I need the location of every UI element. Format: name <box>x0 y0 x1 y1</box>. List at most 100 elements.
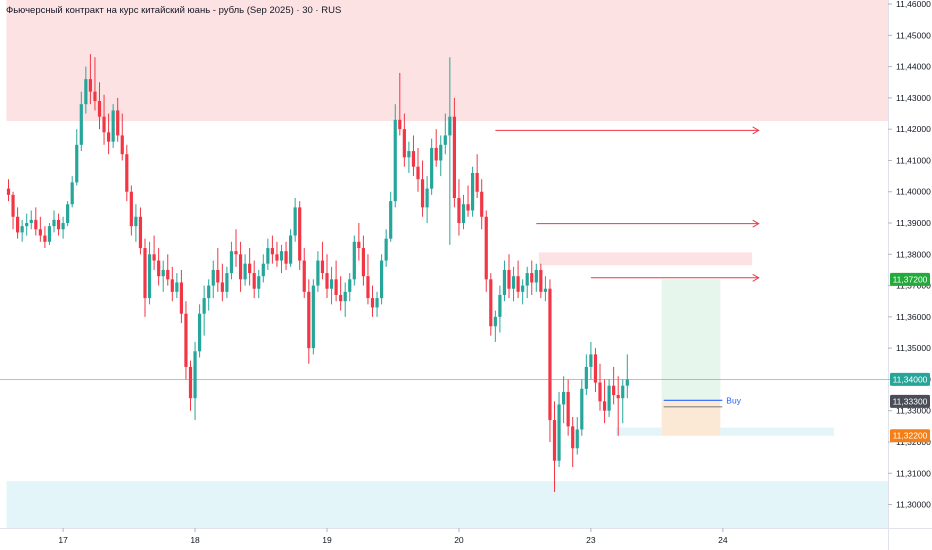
candle-body <box>621 385 625 399</box>
arrow-head-icon <box>752 219 760 228</box>
candle-body <box>211 269 215 286</box>
candle-body <box>284 251 288 264</box>
candle-body <box>243 263 247 280</box>
x-tick-label: 24 <box>718 535 728 545</box>
candle-body <box>457 198 461 224</box>
candle-body <box>47 226 52 242</box>
x-tick-label: 19 <box>322 535 332 545</box>
candle-body <box>425 188 429 208</box>
candle-body <box>329 279 334 289</box>
candle-body <box>107 132 111 142</box>
candle-body <box>411 151 416 167</box>
candle-body <box>580 388 584 430</box>
candle-body <box>143 248 147 299</box>
candle-body <box>516 276 520 292</box>
arrow-head-icon <box>752 126 760 135</box>
candle-body <box>93 91 97 102</box>
candle-body <box>380 260 384 299</box>
y-tick-label: 11,39000 <box>896 218 931 228</box>
candle-body <box>571 426 575 449</box>
candle-body <box>134 216 138 227</box>
candle-body <box>179 282 183 314</box>
candle-body <box>534 269 538 283</box>
candle-body <box>443 135 447 145</box>
candle-body <box>25 223 29 227</box>
candle-body <box>261 263 265 277</box>
candle-body <box>289 235 293 264</box>
candle-body <box>466 204 470 211</box>
candle-body <box>575 429 579 449</box>
candle-body <box>584 366 588 389</box>
demand-zone <box>6 481 888 528</box>
y-tick-label: 11,40000 <box>896 187 931 197</box>
y-tick-label: 11,30000 <box>896 500 931 510</box>
candle-body <box>275 254 279 261</box>
candle-body <box>357 241 361 249</box>
candle-body <box>589 354 593 367</box>
candle-body <box>20 226 24 233</box>
candle-body <box>311 285 315 349</box>
small-supply-zone <box>538 252 753 266</box>
x-tick-label: 23 <box>586 535 596 545</box>
candle-body <box>602 401 607 411</box>
candle-body <box>316 260 320 286</box>
candle-body <box>238 254 243 280</box>
candle-body <box>188 366 193 399</box>
candle-body <box>202 298 206 314</box>
candle-body <box>548 288 552 421</box>
price-tag <box>890 394 930 408</box>
price-tag <box>890 429 930 443</box>
target-zone <box>661 279 721 402</box>
candle-body <box>430 147 434 189</box>
candle-body <box>593 354 598 383</box>
candle-body <box>61 223 65 230</box>
candle-body <box>152 254 156 261</box>
candle-body <box>293 207 297 236</box>
x-tick-label: 18 <box>190 535 200 545</box>
candle-body <box>279 251 284 261</box>
price-tag <box>890 372 930 386</box>
candle-body <box>66 204 70 224</box>
y-tick-label: 11,31000 <box>896 468 931 478</box>
candle-body <box>11 194 15 217</box>
candle-body <box>334 279 338 295</box>
candle-body <box>193 351 197 399</box>
x-tick-label: 20 <box>454 535 464 545</box>
candle-body <box>266 248 270 264</box>
candle-body <box>448 116 452 136</box>
candle-body <box>184 313 188 367</box>
candle-body <box>384 238 388 261</box>
candle-body <box>511 276 516 289</box>
candle-body <box>325 273 329 289</box>
buy-label: Buy <box>726 395 741 405</box>
candle-body <box>75 144 79 183</box>
candle-body <box>480 191 484 217</box>
y-tick-label: 11,41000 <box>896 155 931 165</box>
price-tag <box>890 272 930 286</box>
price-tag-label: 11,34000 <box>893 374 928 384</box>
candle-body <box>161 269 165 277</box>
candle-body <box>493 316 497 327</box>
candle-body <box>70 182 74 205</box>
candle-body <box>220 282 224 292</box>
candle-body <box>525 273 529 286</box>
y-tick-label: 11,46000 <box>896 0 931 9</box>
candle-body <box>607 385 611 411</box>
candle-body <box>198 313 202 352</box>
candle-body <box>434 147 438 161</box>
candle-body <box>298 207 302 261</box>
candle-body <box>507 269 511 289</box>
candle-body <box>393 119 397 202</box>
candle-body <box>56 219 61 230</box>
y-tick-label: 11,45000 <box>896 30 931 40</box>
candle-body <box>539 269 543 292</box>
candle-body <box>402 129 406 158</box>
candle-body <box>366 276 370 299</box>
candle-body <box>348 279 352 292</box>
candle-body <box>84 79 88 105</box>
candle-body <box>562 391 566 405</box>
candle-body <box>543 288 547 292</box>
candle-body <box>339 294 343 302</box>
